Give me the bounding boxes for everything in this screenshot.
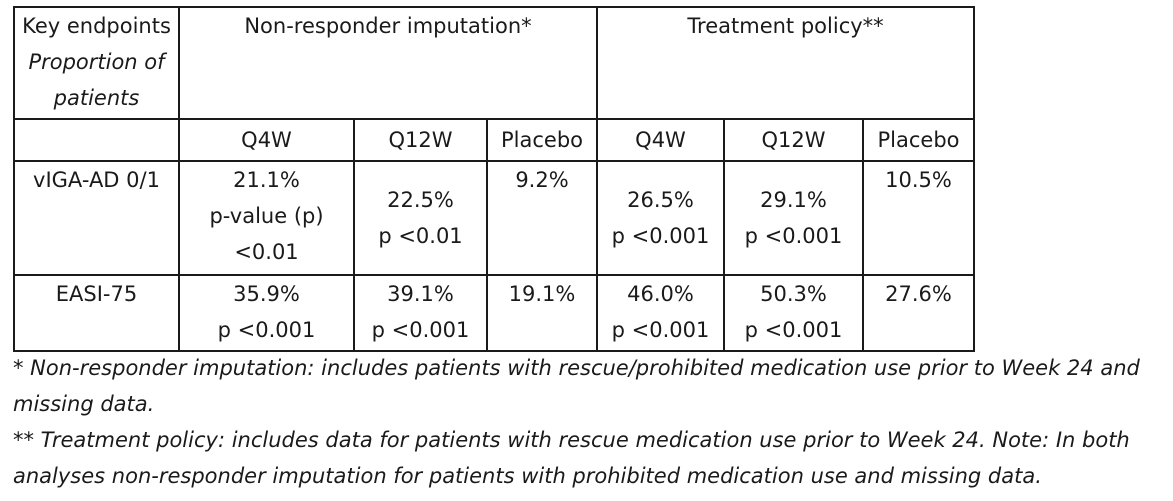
corner-header: Key endpoints Proportion of patients — [13, 6, 180, 120]
subheader-nri-q12w: Q12W — [353, 118, 488, 162]
cell-p-value: p <0.001 — [371, 318, 470, 342]
endpoint-label: vIGA-AD 0/1 — [13, 160, 180, 276]
footnote-nri: * Non-responder imputation: includes pat… — [13, 356, 1140, 416]
cell-p-value: <0.01 — [234, 240, 299, 264]
subheader-empty — [13, 118, 180, 162]
cell-value: 19.1% — [508, 282, 576, 306]
data-cell: 39.1% p <0.001 — [353, 274, 488, 352]
subheader-tp-placebo: Placebo — [862, 118, 975, 162]
cell-p-value: p <0.001 — [744, 224, 843, 248]
endpoints-table: Key endpoints Proportion of patients Non… — [13, 6, 975, 352]
endpoint-label: EASI-75 — [13, 274, 180, 352]
data-cell: 10.5% — [862, 160, 975, 276]
group-header-row: Key endpoints Proportion of patients Non… — [13, 6, 975, 120]
corner-line-3: patients — [53, 86, 140, 110]
data-cell: 27.6% — [862, 274, 975, 352]
group-header-nri: Non-responder imputation* — [178, 6, 598, 120]
cell-p-value: p-value (p) — [209, 204, 324, 228]
data-cell: 21.1% p-value (p) <0.01 — [178, 160, 355, 276]
data-cell: 50.3% p <0.001 — [723, 274, 864, 352]
data-cell: 29.1% p <0.001 — [723, 160, 864, 276]
cell-value: 22.5% — [387, 188, 454, 212]
footnote-treatment-policy: ** Treatment policy: includes data for p… — [13, 428, 1130, 488]
data-cell: 35.9% p <0.001 — [178, 274, 355, 352]
corner-line-1: Key endpoints — [22, 14, 171, 38]
data-cell: 9.2% — [486, 160, 598, 276]
subheader-row: Q4W Q12W Placebo Q4W Q12W Placebo — [13, 118, 975, 162]
cell-value: 9.2% — [515, 168, 569, 192]
cell-value: 39.1% — [387, 282, 454, 306]
cell-value: 21.1% — [233, 168, 300, 192]
cell-p-value: p <0.01 — [378, 224, 463, 248]
cell-p-value: p <0.001 — [611, 224, 710, 248]
cell-value: 26.5% — [627, 188, 694, 212]
corner-line-2: Proportion of — [28, 50, 165, 74]
cell-value: 46.0% — [627, 282, 694, 306]
cell-value: 50.3% — [760, 282, 827, 306]
table-row: EASI-75 35.9% p <0.001 39.1% p <0.001 19… — [13, 274, 975, 352]
cell-p-value: p <0.001 — [744, 318, 843, 342]
subheader-tp-q4w: Q4W — [596, 118, 725, 162]
cell-value: 29.1% — [760, 188, 827, 212]
cell-value: 35.9% — [233, 282, 300, 306]
cell-p-value: p <0.001 — [217, 318, 316, 342]
footnotes: * Non-responder imputation: includes pat… — [13, 350, 1168, 494]
data-cell: 46.0% p <0.001 — [596, 274, 725, 352]
cell-value: 10.5% — [885, 168, 952, 192]
subheader-nri-q4w: Q4W — [178, 118, 355, 162]
table-row: vIGA-AD 0/1 21.1% p-value (p) <0.01 22.5… — [13, 160, 975, 276]
cell-p-value: p <0.001 — [611, 318, 710, 342]
subheader-tp-q12w: Q12W — [723, 118, 864, 162]
data-cell: 22.5% p <0.01 — [353, 160, 488, 276]
subheader-nri-placebo: Placebo — [486, 118, 598, 162]
data-cell: 19.1% — [486, 274, 598, 352]
data-cell: 26.5% p <0.001 — [596, 160, 725, 276]
cell-value: 27.6% — [885, 282, 952, 306]
group-header-treatment-policy: Treatment policy** — [596, 6, 975, 120]
